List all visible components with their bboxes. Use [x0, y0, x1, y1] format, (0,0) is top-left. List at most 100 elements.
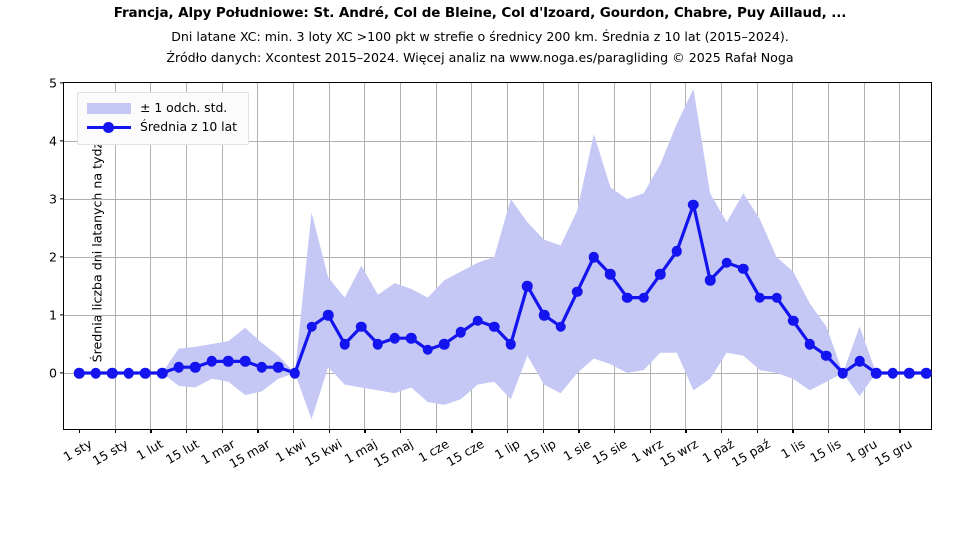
x-axis-tick-mark [257, 429, 259, 433]
y-axis-tick-label: 4 [48, 133, 57, 149]
gridline-vertical [827, 83, 829, 429]
x-axis-tick-mark [292, 429, 295, 433]
x-axis-tick-mark [899, 429, 901, 433]
x-axis-tick-mark [792, 429, 794, 433]
y-axis-tick-label: 0 [48, 365, 57, 381]
x-axis-tick-label: 1 sie [560, 436, 594, 464]
x-axis-tick-label: 1 lip [491, 436, 523, 463]
x-axis-tick-mark [613, 429, 616, 433]
x-axis-tick-mark [328, 429, 330, 433]
data-point-marker [588, 251, 600, 263]
data-point-marker [887, 367, 899, 379]
data-point-marker [754, 292, 766, 303]
data-point-marker [505, 338, 517, 350]
x-axis-tick-mark [685, 429, 687, 433]
data-point-marker [256, 361, 267, 373]
y-axis-tick-mark [60, 372, 64, 374]
data-point-marker [339, 338, 350, 350]
gridline-vertical [471, 83, 473, 429]
data-point-marker [389, 332, 400, 344]
data-point-marker [738, 263, 749, 274]
chart-subtitle-primary: Dni latane XC: min. 3 loty XC >100 pkt w… [171, 29, 789, 44]
data-point-marker [439, 338, 450, 350]
data-point-marker [804, 338, 815, 350]
legend-item-mean: Średnia z 10 lat [87, 118, 237, 137]
data-point-marker [239, 356, 251, 367]
x-axis-tick-label: 1 lut [134, 436, 166, 463]
data-point-marker [356, 321, 367, 332]
mean-line [77, 203, 928, 375]
data-point-marker [173, 361, 184, 373]
gridline-vertical [364, 83, 366, 429]
gridline-vertical [899, 83, 901, 429]
x-axis-tick-mark [114, 429, 116, 433]
x-axis-tick-label: 15 paź [728, 436, 773, 470]
data-point-marker [140, 367, 151, 379]
data-point-marker [372, 338, 384, 350]
data-point-marker [837, 367, 849, 379]
data-point-marker [854, 356, 865, 367]
y-axis-tick-label: 1 [48, 307, 57, 323]
data-point-marker [555, 321, 566, 332]
data-point-marker [90, 367, 101, 379]
x-axis-tick-mark [399, 429, 402, 433]
x-axis-tick-mark [435, 429, 437, 433]
data-point-marker [472, 315, 483, 327]
y-axis-tick-label: 2 [48, 249, 57, 265]
data-point-marker [106, 367, 118, 379]
x-axis-tick-label: 15 wrz [657, 436, 701, 470]
data-point-marker [73, 367, 85, 379]
gridline-vertical [114, 83, 116, 429]
y-axis-tick-mark [60, 198, 64, 200]
y-axis-tick-mark [60, 314, 64, 316]
data-point-marker [688, 199, 699, 211]
x-axis-tick-mark [506, 429, 509, 433]
x-axis-tick-mark [578, 429, 580, 433]
y-axis-tick-mark [60, 82, 64, 84]
x-axis-tick-mark [649, 429, 651, 433]
gridline-vertical [221, 83, 223, 429]
data-point-marker [920, 367, 932, 379]
x-axis-tick-mark [79, 429, 81, 433]
x-axis-tick-label: 15 sie [589, 436, 630, 468]
series-svg [77, 88, 928, 420]
data-point-marker [821, 350, 832, 361]
data-point-marker [621, 292, 633, 303]
x-axis-tick-label: 1 lis [778, 436, 808, 462]
data-point-marker [522, 280, 533, 292]
legend-item-band: ± 1 odch. std. [87, 99, 237, 118]
x-axis-tick-label: 15 sty [89, 436, 131, 469]
legend-label-band: ± 1 odch. std. [140, 100, 228, 116]
x-axis-tick-mark [150, 429, 152, 433]
data-point-marker [289, 367, 301, 379]
x-axis-tick-label: 15 lut [162, 436, 202, 467]
x-axis-tick-mark [471, 429, 473, 433]
std-dev-band [79, 88, 926, 420]
x-axis-tick-label: 1 sty [60, 436, 95, 465]
data-point-marker [904, 367, 915, 379]
data-point-marker [638, 292, 649, 303]
gridline-vertical [792, 83, 794, 429]
x-axis-tick-label: 15 lis [807, 436, 844, 466]
legend[interactable]: ± 1 odch. std. Średnia z 10 lat [77, 92, 250, 145]
data-point-marker [655, 269, 666, 280]
data-point-marker [605, 269, 616, 280]
data-point-marker [405, 332, 417, 344]
data-point-marker [422, 344, 433, 356]
gridline-vertical [399, 83, 401, 429]
data-point-marker [787, 315, 799, 327]
x-axis-tick-mark [827, 429, 830, 433]
data-point-marker [273, 361, 284, 373]
y-axis-tick-label: 5 [48, 75, 57, 91]
y-axis-tick-label: 3 [48, 191, 57, 207]
data-point-marker [156, 367, 168, 379]
data-point-marker [190, 361, 201, 373]
data-point-marker [870, 367, 882, 379]
gridline-vertical [863, 83, 865, 429]
x-axis-tick-mark [221, 429, 223, 433]
y-axis-tick-mark [60, 140, 64, 142]
plot-area: Średnia liczba dni latanych na tydzień ±… [49, 76, 932, 471]
data-point-marker [322, 309, 334, 321]
gridline-vertical [150, 83, 152, 429]
line-swatch-icon [87, 122, 131, 133]
